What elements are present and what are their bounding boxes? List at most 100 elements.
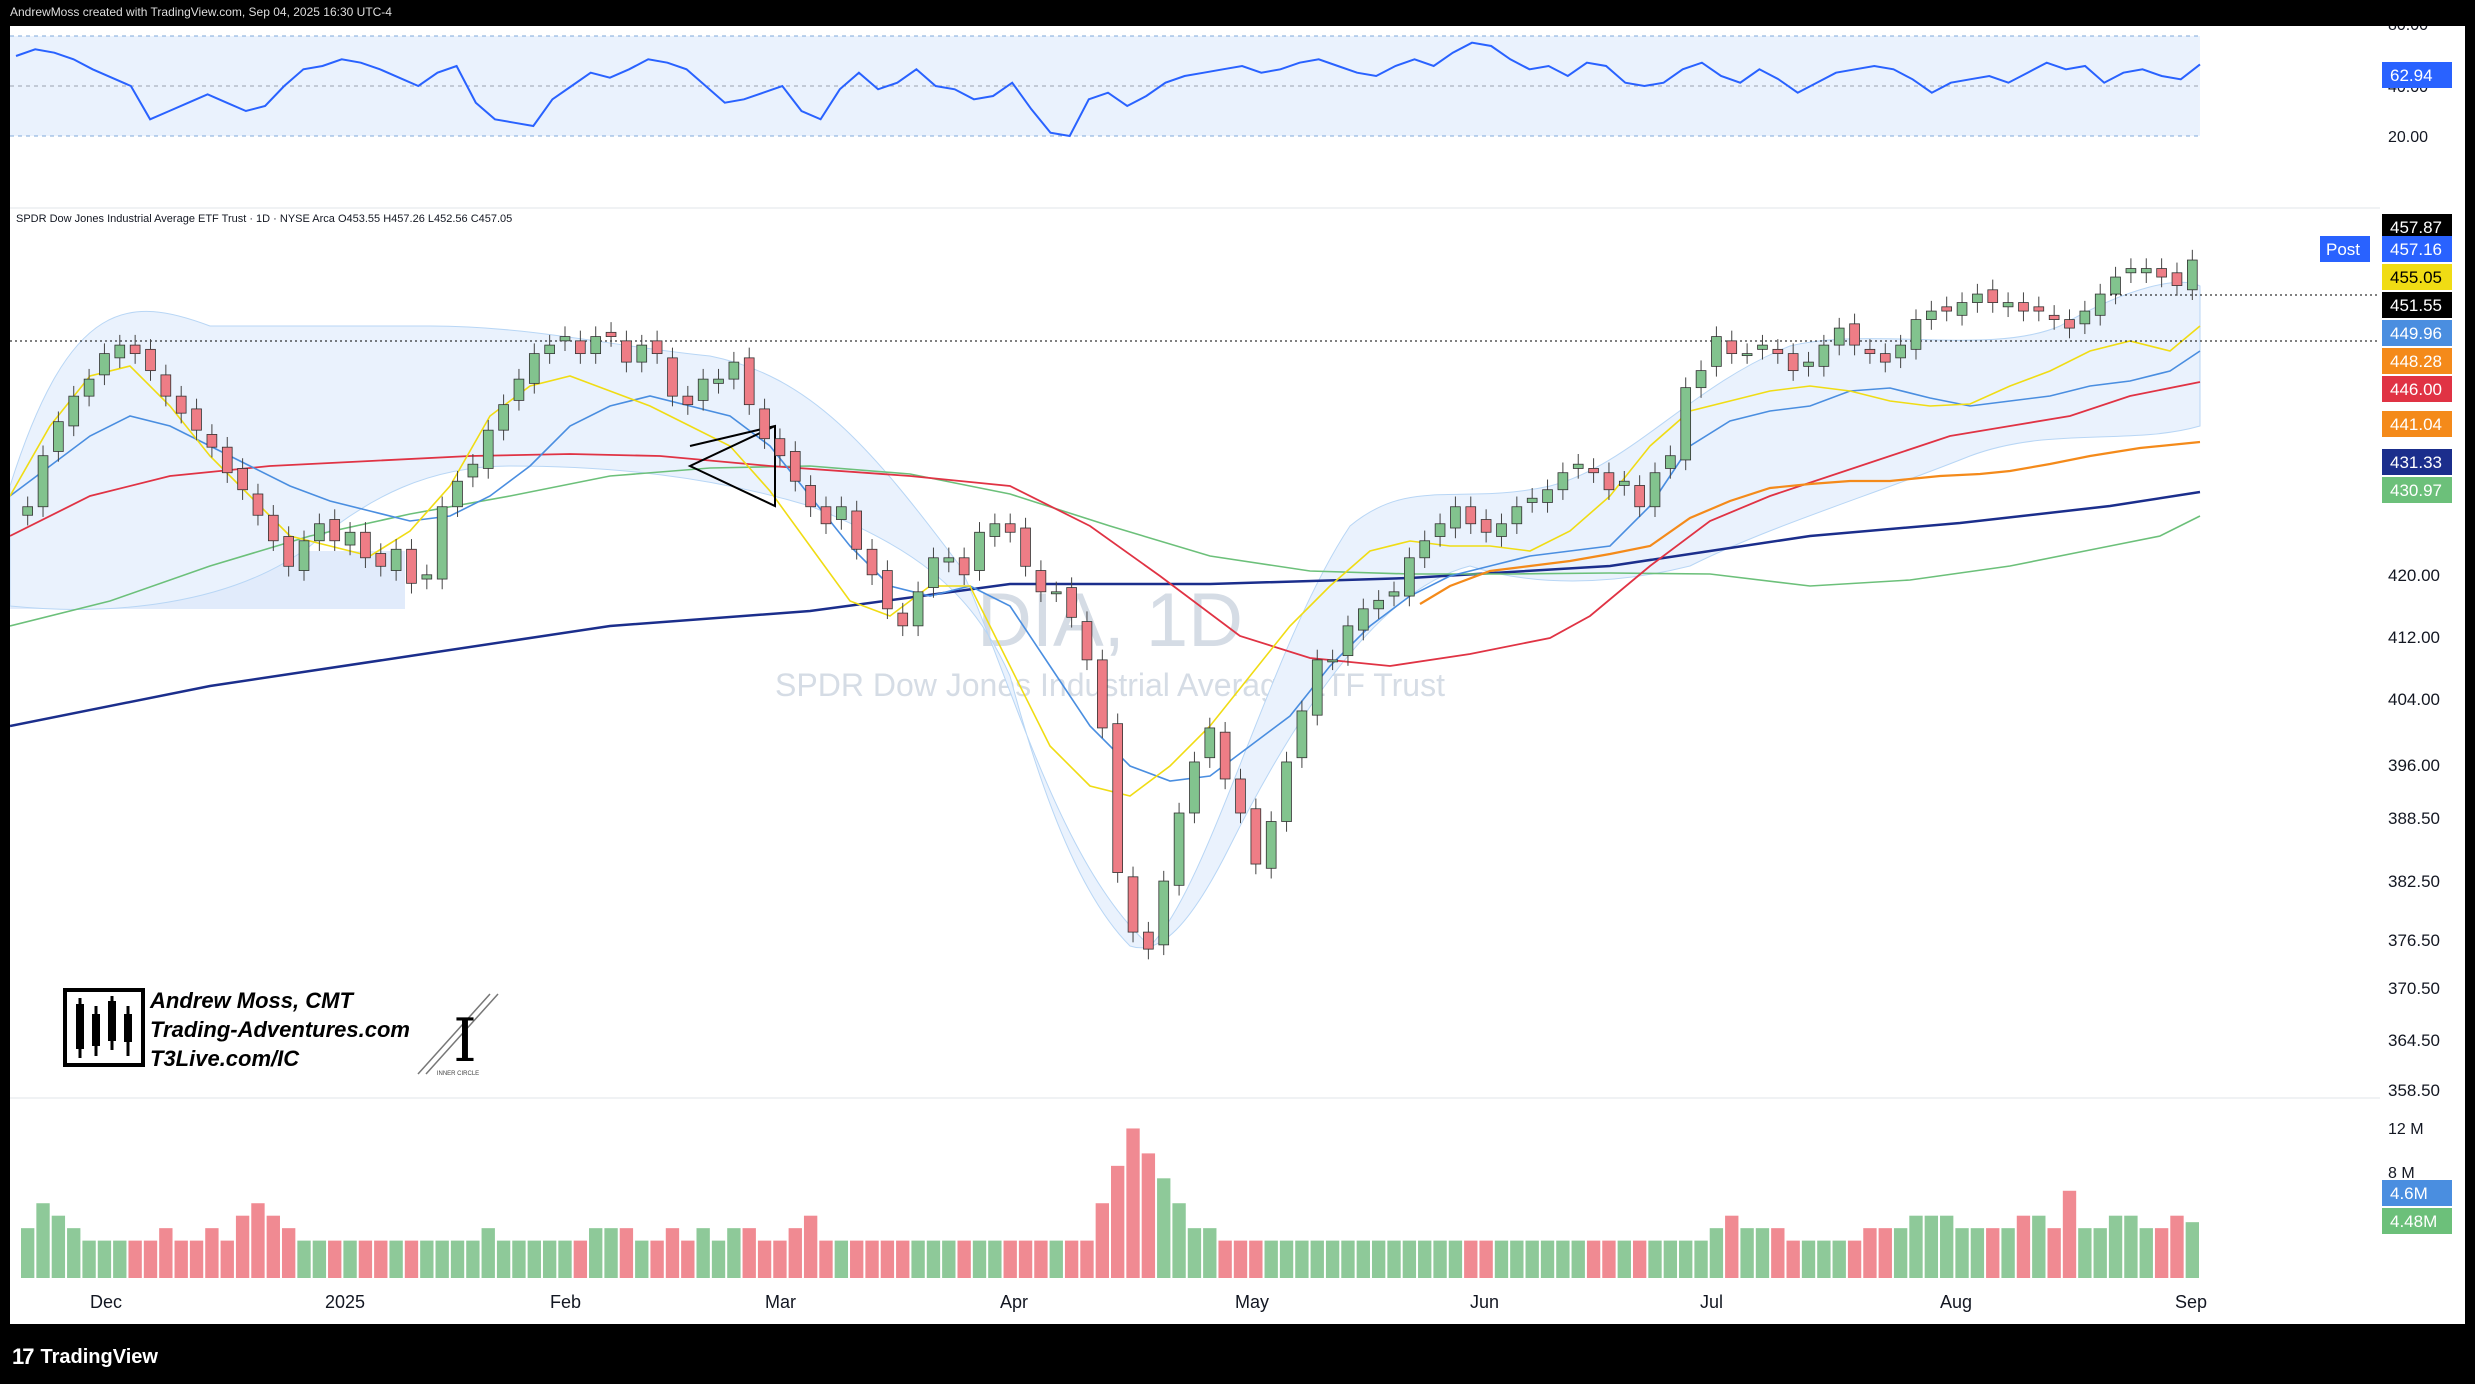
candle-down — [897, 612, 909, 627]
volume-bar — [251, 1203, 265, 1278]
candle-up — [421, 574, 433, 580]
volume-bar — [1448, 1240, 1463, 1278]
volume-bar — [589, 1228, 603, 1278]
volume-bar — [1955, 1228, 1969, 1278]
candle-up — [68, 395, 80, 427]
candle-up — [912, 591, 924, 627]
volume-bar — [788, 1228, 802, 1278]
candle-down — [1787, 353, 1799, 372]
watermark-ticker: DIA, 1D — [977, 578, 1243, 663]
candle-up — [436, 506, 448, 580]
price-pane-title: SPDR Dow Jones Industrial Average ETF Tr… — [16, 213, 512, 225]
candle-up — [1665, 455, 1676, 469]
candle-up — [1910, 319, 1922, 350]
volume-bar — [1018, 1240, 1033, 1278]
volume-bar — [1755, 1228, 1770, 1278]
volume-bar — [2047, 1228, 2061, 1278]
volume-bar — [1986, 1228, 2000, 1278]
candle-down — [145, 348, 156, 372]
candle-up — [1526, 497, 1538, 503]
candle-down — [2156, 268, 2167, 278]
volume-bar — [1126, 1128, 1140, 1278]
volume-bar — [1433, 1240, 1447, 1278]
candle-up — [1680, 387, 1692, 461]
candle-down — [605, 331, 617, 337]
volume-bar — [1940, 1215, 1954, 1278]
inner-circle-slash-2 — [425, 993, 499, 1075]
volume-bar — [1571, 1240, 1585, 1278]
brand-author: Andrew Moss, CMT — [149, 988, 354, 1013]
price-badge — [2382, 320, 2452, 346]
candle-down — [1219, 731, 1231, 780]
volume-bar — [1095, 1203, 1109, 1278]
volume-bar — [312, 1240, 327, 1278]
candle-up — [1496, 523, 1507, 537]
sma50-line — [10, 381, 2201, 667]
candle-down — [621, 340, 632, 363]
volume-bar — [1218, 1240, 1232, 1278]
volume-badge — [2382, 1180, 2452, 1206]
chart-canvas[interactable]: SPDR Dow Jones Industrial Average ETF Tr… — [10, 26, 2465, 1324]
volume-bar — [2108, 1215, 2123, 1278]
price-badge — [2382, 292, 2452, 318]
volume-bar — [328, 1240, 342, 1278]
volume-bar — [1632, 1240, 1647, 1278]
volume-bar — [573, 1240, 588, 1278]
candle-down — [1465, 506, 1477, 525]
candle-down — [1480, 519, 1492, 533]
rsi-polyline — [15, 41, 2201, 138]
volume-bar — [1172, 1203, 1186, 1278]
candle-up — [713, 378, 724, 384]
volume-bar — [36, 1203, 50, 1278]
volume-bar — [512, 1240, 526, 1278]
volume-bar — [1586, 1240, 1601, 1278]
ema21-line — [10, 350, 2201, 782]
volume-bar — [67, 1228, 81, 1278]
price-tick-label: 376.50 — [2388, 931, 2440, 950]
branding-block: Andrew Moss, CMT Trading-Adventures.com … — [63, 988, 499, 1077]
volume-bar — [926, 1240, 941, 1278]
volume-bar — [1725, 1215, 1739, 1278]
candle-up — [1434, 523, 1446, 537]
volume-bar — [1080, 1240, 1094, 1278]
chart-svg[interactable]: SPDR Dow Jones Industrial Average ETF Tr… — [10, 26, 2465, 1324]
candle-down — [851, 510, 863, 550]
axis-labels: 80.0040.0020.0062.94420.00412.00404.0039… — [2320, 26, 2452, 1234]
volume-bar — [1970, 1228, 1985, 1278]
candle-down — [2064, 319, 2075, 329]
volume-bar — [481, 1228, 495, 1278]
time-axis-label: Feb — [550, 1292, 581, 1312]
candle-down — [1127, 876, 1139, 933]
price-tick-label: 382.50 — [2388, 872, 2440, 891]
candle-up — [2110, 276, 2121, 295]
candle-up — [37, 455, 49, 508]
candle-up — [1757, 344, 1768, 350]
candle-down — [1081, 621, 1093, 661]
volume-bar — [834, 1240, 849, 1278]
candle-up — [544, 344, 555, 355]
candle-up — [559, 336, 571, 342]
candle-down — [1603, 472, 1615, 491]
price-badge — [2382, 376, 2452, 402]
price-badge-label: 448.28 — [2390, 352, 2442, 371]
candle-down — [2171, 272, 2183, 286]
candle-down — [160, 374, 172, 397]
candle-up — [2187, 259, 2198, 291]
candle-up — [1741, 353, 1753, 357]
candle-up — [1281, 761, 1292, 822]
price-badge-label: 457.16 — [2390, 240, 2442, 259]
volume-bar — [2124, 1215, 2138, 1278]
volume-bar — [235, 1215, 250, 1278]
tradingview-footer[interactable]: 17 TradingView — [12, 1344, 158, 1370]
volume-bar — [374, 1240, 388, 1278]
volume-bar — [1709, 1228, 1724, 1278]
volume-bar — [1049, 1240, 1063, 1278]
volume-bar — [1279, 1240, 1294, 1278]
volume-bar — [681, 1240, 695, 1278]
candle-up — [1450, 506, 1461, 529]
volume-bar — [773, 1240, 787, 1278]
candle-down — [1864, 348, 1876, 355]
candle-up — [1649, 472, 1661, 508]
candle-up — [1173, 812, 1185, 886]
candle-down — [774, 438, 786, 457]
